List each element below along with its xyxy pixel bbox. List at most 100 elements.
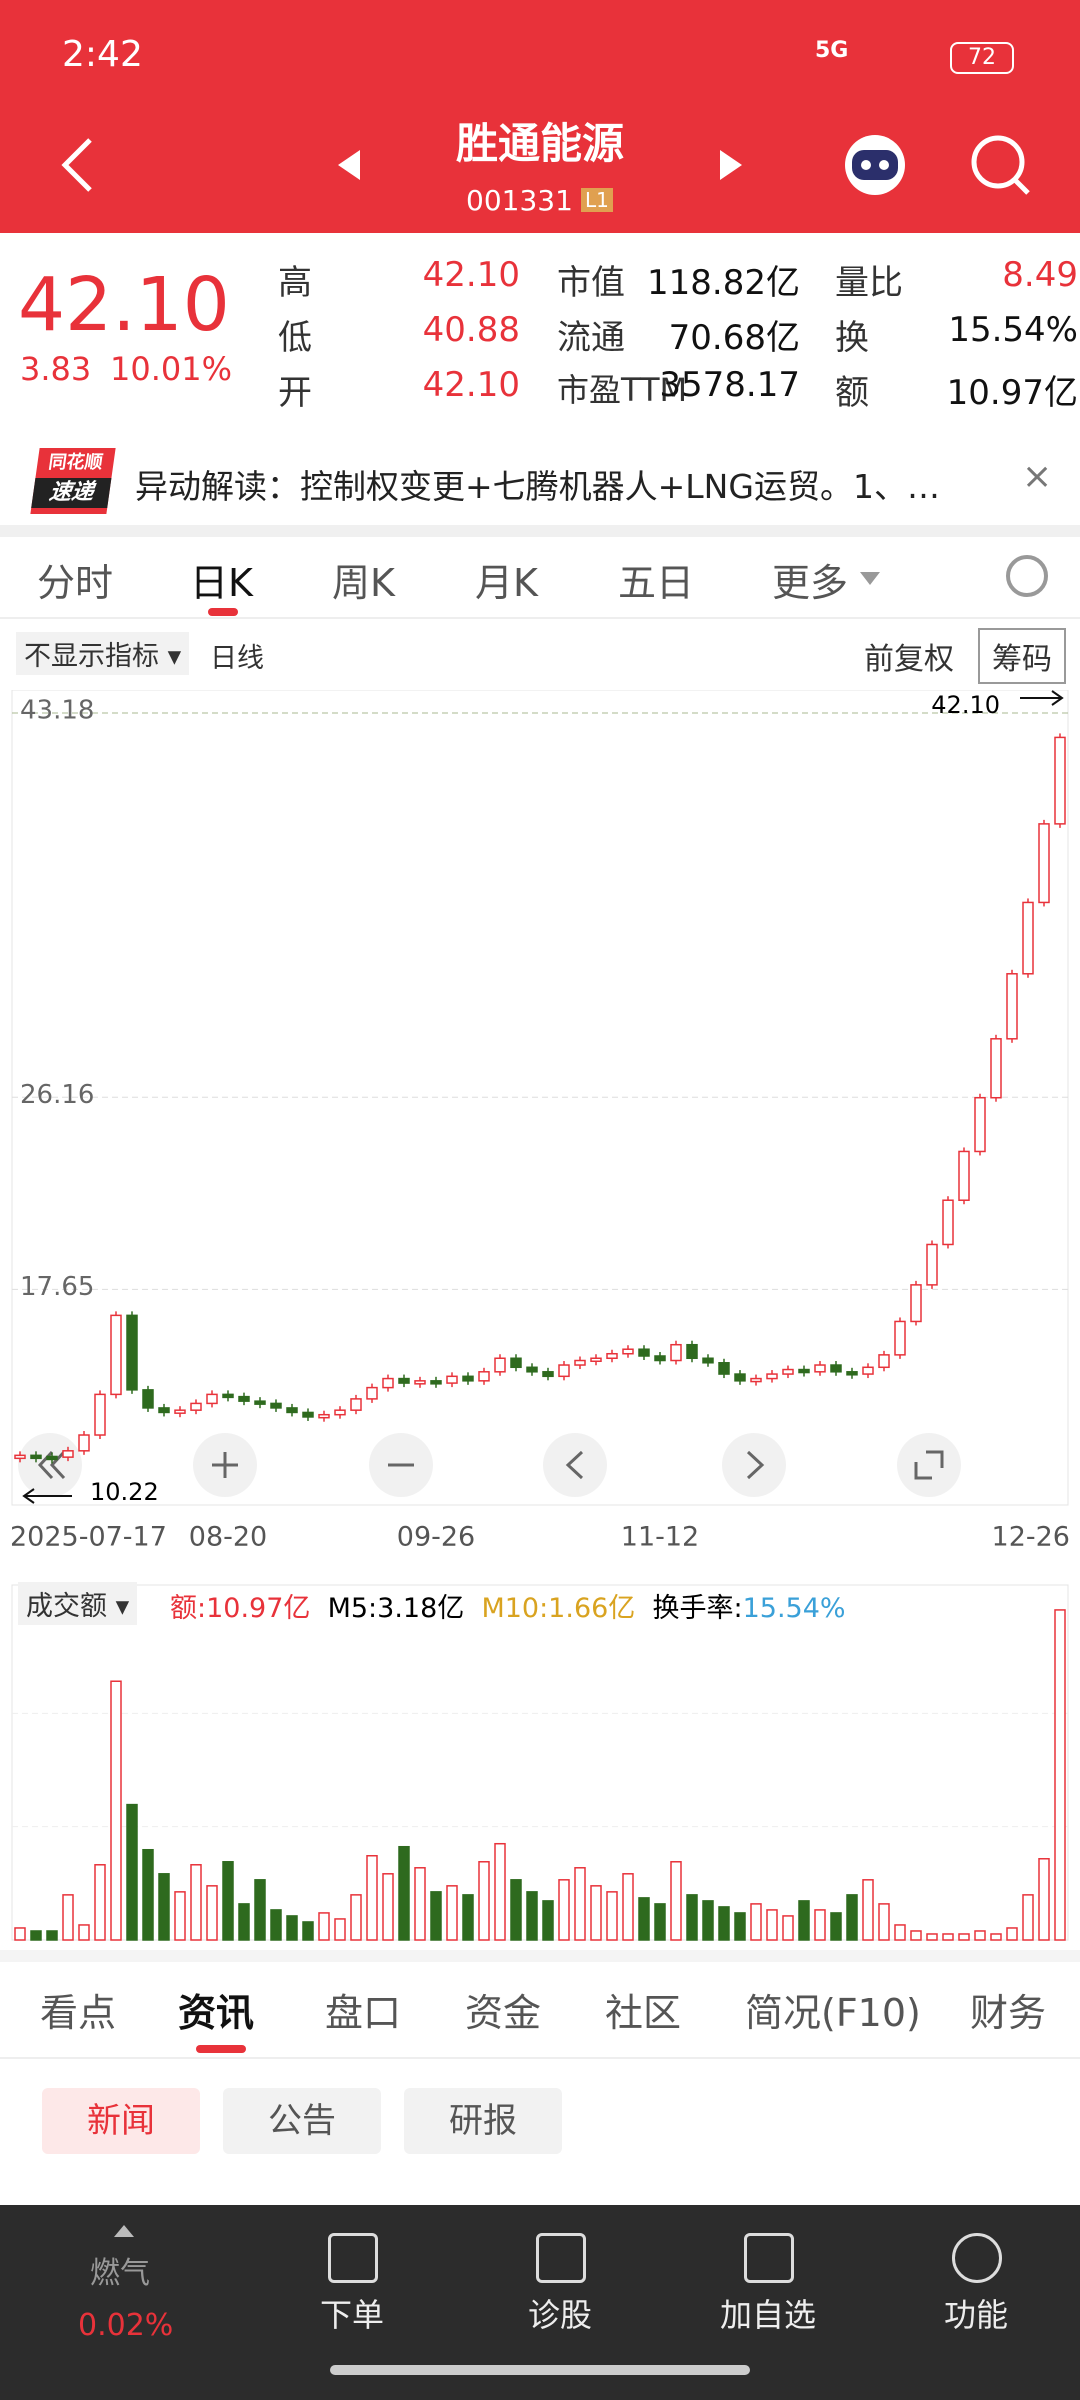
volume-bar	[1054, 1609, 1066, 1941]
candle	[270, 1402, 282, 1409]
volume-bar	[1038, 1858, 1050, 1941]
candle	[318, 1413, 330, 1419]
nav-icon[interactable]	[744, 2233, 794, 2283]
volume-bar	[526, 1891, 538, 1941]
period-tab[interactable]: 日K	[190, 561, 253, 605]
candle	[510, 1357, 522, 1369]
candle	[190, 1402, 202, 1411]
volume-bar	[974, 1930, 986, 1941]
turnover-label: 换手率:	[652, 1593, 743, 1624]
volume-bar	[222, 1861, 234, 1941]
nav-item[interactable]: 诊股	[527, 2296, 592, 2334]
period-tab[interactable]: 月K	[475, 561, 538, 605]
volume-bar	[702, 1900, 714, 1941]
period-tab[interactable]: 五日	[618, 561, 695, 605]
candle	[814, 1364, 826, 1373]
sector-change: 0.02%	[78, 2308, 174, 2343]
volume-bar	[798, 1900, 810, 1941]
kline-chart: 43.18 26.16 17.65 2025-07-17 08-20 09-26 11-12…	[10, 690, 1070, 1941]
quote-value: 42.10	[422, 365, 520, 405]
candle	[1054, 736, 1066, 825]
period-tab[interactable]: 更多	[772, 561, 849, 605]
high-arrow	[1020, 690, 1064, 706]
close-banner[interactable]: ×	[1022, 456, 1053, 497]
volume-bar	[254, 1879, 266, 1941]
logo-top: 同花顺	[47, 452, 105, 473]
x-tick-label: 12-26	[992, 1522, 1070, 1553]
news-tab[interactable]: 公告	[223, 2088, 381, 2154]
candle	[974, 1096, 986, 1153]
info-tab[interactable]: 简况(F10)	[745, 1991, 921, 2035]
volume-bar	[862, 1879, 874, 1941]
info-tab[interactable]: 资讯	[178, 1991, 255, 2035]
info-tab[interactable]: 盘口	[325, 1991, 402, 2035]
candle	[142, 1389, 154, 1409]
stock-code: 001331	[466, 184, 573, 217]
volume-bar	[718, 1906, 730, 1941]
nav-icon[interactable]	[536, 2233, 586, 2283]
volume-bar	[94, 1864, 106, 1941]
volume-bar	[958, 1933, 970, 1941]
nav-item[interactable]: 加自选	[719, 2296, 816, 2334]
volume-select-text: 成交额	[26, 1591, 107, 1622]
candle	[62, 1450, 74, 1458]
header-icons	[61, 135, 1030, 195]
volume-bar	[878, 1903, 890, 1941]
period-tab[interactable]: 分时	[37, 561, 114, 605]
volume-bar	[126, 1803, 138, 1941]
y-tick-label: 17.65	[20, 1272, 94, 1302]
x-tick-label: 11-12	[621, 1522, 699, 1553]
chips[interactable]: 筹码	[978, 628, 1066, 684]
volume-bar	[110, 1680, 122, 1941]
tab-underline	[208, 608, 238, 616]
news-text[interactable]: 异动解读：控制权变更+七腾机器人+LNG运贸。1、…	[135, 467, 940, 506]
volume-bar	[542, 1900, 554, 1941]
sector[interactable]: 燃气	[90, 2256, 150, 2291]
candle	[894, 1320, 906, 1356]
nav-item[interactable]: 下单	[319, 2296, 384, 2334]
volume-bar	[238, 1903, 250, 1941]
candle	[878, 1354, 890, 1369]
volume-bar	[766, 1909, 778, 1941]
candle	[366, 1386, 378, 1400]
news-tab[interactable]: 研报	[404, 2088, 562, 2154]
period-tab[interactable]: 周K	[332, 561, 395, 605]
news-tab[interactable]: 新闻	[42, 2088, 200, 2154]
nav-item[interactable]: 功能	[943, 2296, 1008, 2334]
volume-bar	[78, 1924, 90, 1941]
candle	[590, 1357, 602, 1363]
amount-label: 额:	[170, 1593, 207, 1624]
candle	[558, 1364, 570, 1378]
indicator-select[interactable]: 不显示指标 ▾	[16, 632, 190, 675]
volume-bar	[942, 1933, 954, 1941]
candle	[862, 1366, 874, 1375]
divider	[0, 525, 1080, 537]
low-arrow	[22, 1488, 72, 1504]
m10: M10:1.66亿	[481, 1593, 636, 1624]
candle	[446, 1375, 458, 1384]
candle	[526, 1366, 538, 1373]
quote-value: 40.88	[422, 310, 520, 350]
adjust[interactable]: 前复权	[864, 642, 954, 677]
volume-bar	[286, 1915, 298, 1941]
volume-bar	[350, 1894, 362, 1941]
candle	[126, 1314, 138, 1391]
chart-controls[interactable]	[18, 1433, 961, 1497]
turnover: 15.54%	[742, 1593, 846, 1624]
candle	[94, 1393, 106, 1436]
info-tab[interactable]: 社区	[605, 1991, 682, 2035]
settings[interactable]	[1006, 555, 1048, 597]
candle	[830, 1364, 842, 1373]
nav-icon[interactable]	[328, 2233, 378, 2283]
line-type[interactable]: 日线	[210, 643, 264, 674]
info-tab[interactable]: 财务	[970, 1991, 1047, 2035]
volume-bar	[654, 1903, 666, 1941]
candle	[1038, 823, 1050, 904]
info-tab[interactable]: 看点	[40, 1991, 117, 2035]
info-tab[interactable]: 资金	[465, 1991, 542, 2035]
volume-bar	[430, 1891, 442, 1941]
divider	[0, 1950, 1080, 1962]
volume-select[interactable]: 成交额 ▾	[18, 1582, 138, 1625]
nav-icon[interactable]	[952, 2233, 1002, 2283]
